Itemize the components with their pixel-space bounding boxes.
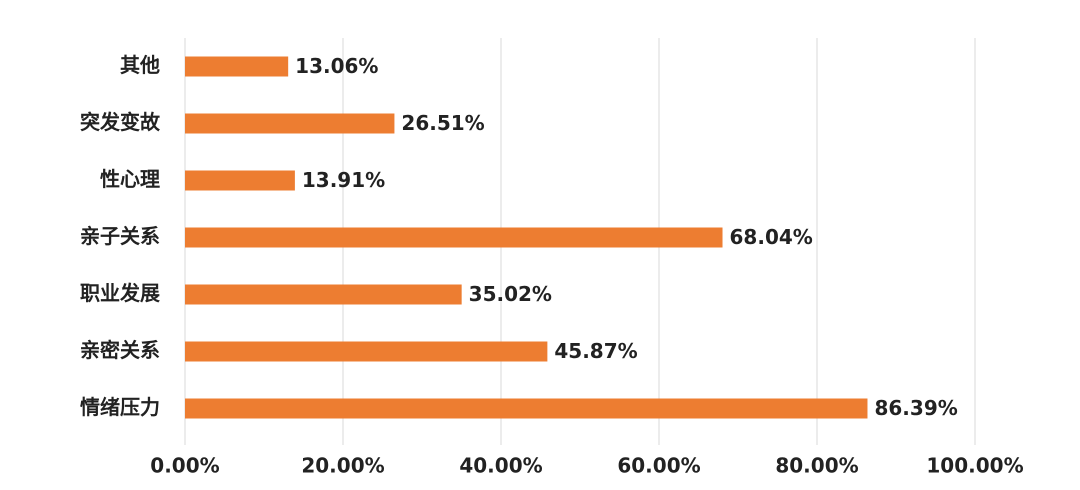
y-tick-label: 其他 (120, 53, 160, 77)
y-tick-label: 亲子关系 (80, 224, 160, 248)
y-tick-label: 突发变故 (80, 110, 161, 134)
bar (185, 56, 289, 77)
x-tick-label: 20.00% (301, 454, 384, 478)
bar (185, 398, 868, 419)
x-tick-label: 0.00% (150, 454, 219, 478)
bar (185, 113, 395, 134)
x-tick-label: 100.00% (926, 454, 1023, 478)
value-label: 68.04% (730, 225, 813, 249)
value-label: 13.06% (295, 54, 378, 78)
bar (185, 341, 548, 362)
value-label: 26.51% (401, 111, 484, 135)
bar (185, 170, 295, 191)
x-tick-label: 60.00% (617, 454, 700, 478)
x-tick-label: 80.00% (775, 454, 858, 478)
value-label: 45.87% (554, 339, 637, 363)
value-label: 13.91% (302, 168, 385, 192)
bar (185, 284, 462, 305)
value-label: 35.02% (469, 282, 552, 306)
y-tick-label: 情绪压力 (80, 395, 160, 419)
bar (185, 227, 723, 248)
y-tick-label: 性心理 (100, 167, 160, 191)
x-tick-label: 40.00% (459, 454, 542, 478)
y-tick-label: 亲密关系 (80, 338, 160, 362)
value-label: 86.39% (874, 396, 957, 420)
y-tick-label: 职业发展 (80, 281, 160, 305)
